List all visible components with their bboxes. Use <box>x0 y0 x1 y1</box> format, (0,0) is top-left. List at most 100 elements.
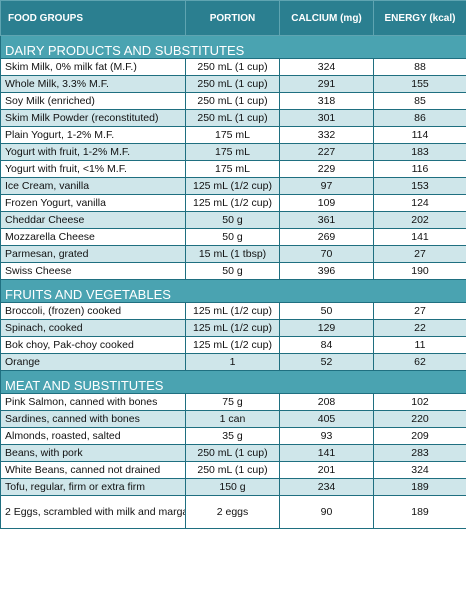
calcium-cell: 361 <box>279 211 374 229</box>
food-cell: Swiss Cheese <box>0 262 186 280</box>
portion-cell: 2 eggs <box>185 495 280 529</box>
portion-cell: 50 g <box>185 211 280 229</box>
energy-cell: 114 <box>373 126 466 144</box>
portion-cell: 150 g <box>185 478 280 496</box>
food-cell: Cheddar Cheese <box>0 211 186 229</box>
section-header-row: FRUITS AND VEGETABLES <box>0 279 466 303</box>
calcium-cell: 396 <box>279 262 374 280</box>
energy-cell: 209 <box>373 427 466 445</box>
energy-cell: 190 <box>373 262 466 280</box>
calcium-cell: 201 <box>279 461 374 479</box>
food-cell: Broccoli, (frozen) cooked <box>0 302 186 320</box>
calcium-cell: 50 <box>279 302 374 320</box>
table-row: Skim Milk, 0% milk fat (M.F.) 250 mL (1 c… <box>0 58 466 76</box>
calcium-cell: 269 <box>279 228 374 246</box>
food-cell: Frozen Yogurt, vanilla <box>0 194 186 212</box>
energy-cell: 27 <box>373 245 466 263</box>
table-row: Yogurt with fruit, 1-2% M.F. 175 mL 227 183 <box>0 143 466 161</box>
calcium-cell: 332 <box>279 126 374 144</box>
portion-cell: 50 g <box>185 228 280 246</box>
food-cell: Mozzarella Cheese <box>0 228 186 246</box>
calcium-cell: 52 <box>279 353 374 371</box>
header-energy: ENERGY (kcal) <box>373 0 466 36</box>
portion-cell: 125 mL (1/2 cup) <box>185 302 280 320</box>
table-row: Broccoli, (frozen) cooked 125 mL (1/2 cup… <box>0 302 466 320</box>
food-cell: White Beans, canned not drained <box>0 461 186 479</box>
food-cell: Tofu, regular, firm or extra firm <box>0 478 186 496</box>
energy-cell: 153 <box>373 177 466 195</box>
food-cell: Soy Milk (enriched) <box>0 92 186 110</box>
portion-cell: 125 mL (1/2 cup) <box>185 336 280 354</box>
calcium-cell: 318 <box>279 92 374 110</box>
energy-cell: 62 <box>373 353 466 371</box>
energy-cell: 102 <box>373 393 466 411</box>
portion-cell: 250 mL (1 cup) <box>185 109 280 127</box>
table-row: White Beans, canned not drained 250 mL (1… <box>0 461 466 479</box>
food-cell: Parmesan, grated <box>0 245 186 263</box>
portion-cell: 125 mL (1/2 cup) <box>185 319 280 337</box>
food-cell: Beans, with pork <box>0 444 186 462</box>
section-header-row: MEAT AND SUBSTITUTES <box>0 370 466 394</box>
header-food-groups: FOOD GROUPS <box>0 0 186 36</box>
table-row: Ice Cream, vanilla 125 mL (1/2 cup) 97 153 <box>0 177 466 195</box>
portion-cell: 1 <box>185 353 280 371</box>
energy-cell: 141 <box>373 228 466 246</box>
table-row: Orange 1 52 62 <box>0 353 466 371</box>
table-row: Bok choy, Pak-choy cooked 125 mL (1/2 cup… <box>0 336 466 354</box>
portion-cell: 50 g <box>185 262 280 280</box>
food-cell: Pink Salmon, canned with bones <box>0 393 186 411</box>
energy-cell: 116 <box>373 160 466 178</box>
calcium-cell: 90 <box>279 495 374 529</box>
section-title: DAIRY PRODUCTS AND SUBSTITUTES <box>0 35 466 59</box>
energy-cell: 88 <box>373 58 466 76</box>
calcium-cell: 208 <box>279 393 374 411</box>
section-title: MEAT AND SUBSTITUTES <box>0 370 466 394</box>
food-cell: Ice Cream, vanilla <box>0 177 186 195</box>
table-row: Whole Milk, 3.3% M.F. 250 mL (1 cup) 291 15… <box>0 75 466 93</box>
header-portion: PORTION <box>185 0 280 36</box>
energy-cell: 189 <box>373 495 466 529</box>
table-row: Sardines, canned with bones 1 can 405 220 <box>0 410 466 428</box>
energy-cell: 202 <box>373 211 466 229</box>
food-cell: Bok choy, Pak-choy cooked <box>0 336 186 354</box>
portion-cell: 175 mL <box>185 160 280 178</box>
table-row: Yogurt with fruit, <1% M.F. 175 mL 229 116 <box>0 160 466 178</box>
calcium-cell: 227 <box>279 143 374 161</box>
food-cell: Whole Milk, 3.3% M.F. <box>0 75 186 93</box>
portion-cell: 1 can <box>185 410 280 428</box>
calcium-cell: 229 <box>279 160 374 178</box>
portion-cell: 250 mL (1 cup) <box>185 461 280 479</box>
header-calcium: CALCIUM (mg) <box>279 0 374 36</box>
portion-cell: 175 mL <box>185 126 280 144</box>
calcium-cell: 324 <box>279 58 374 76</box>
table-row: Spinach, cooked 125 mL (1/2 cup) 129 22 <box>0 319 466 337</box>
table-row: 2 Eggs, scrambled with milk and margarin… <box>0 495 466 529</box>
table-row: Plain Yogurt, 1-2% M.F. 175 mL 332 114 <box>0 126 466 144</box>
calcium-cell: 129 <box>279 319 374 337</box>
portion-cell: 250 mL (1 cup) <box>185 58 280 76</box>
portion-cell: 75 g <box>185 393 280 411</box>
table-row: Almonds, roasted, salted 35 g 93 209 <box>0 427 466 445</box>
energy-cell: 183 <box>373 143 466 161</box>
food-cell: Plain Yogurt, 1-2% M.F. <box>0 126 186 144</box>
energy-cell: 124 <box>373 194 466 212</box>
portion-cell: 175 mL <box>185 143 280 161</box>
energy-cell: 155 <box>373 75 466 93</box>
table-row: Cheddar Cheese 50 g 361 202 <box>0 211 466 229</box>
portion-cell: 250 mL (1 cup) <box>185 92 280 110</box>
energy-cell: 283 <box>373 444 466 462</box>
portion-cell: 125 mL (1/2 cup) <box>185 177 280 195</box>
calcium-food-table: FOOD GROUPS PORTION CALCIUM (mg) ENERGY … <box>0 0 466 529</box>
calcium-cell: 291 <box>279 75 374 93</box>
food-cell: Almonds, roasted, salted <box>0 427 186 445</box>
food-cell: Sardines, canned with bones <box>0 410 186 428</box>
table-row: Frozen Yogurt, vanilla 125 mL (1/2 cup) 10… <box>0 194 466 212</box>
calcium-cell: 141 <box>279 444 374 462</box>
calcium-cell: 109 <box>279 194 374 212</box>
food-cell: Skim Milk, 0% milk fat (M.F.) <box>0 58 186 76</box>
energy-cell: 189 <box>373 478 466 496</box>
energy-cell: 85 <box>373 92 466 110</box>
calcium-cell: 405 <box>279 410 374 428</box>
section-title: FRUITS AND VEGETABLES <box>0 279 466 303</box>
food-cell: Yogurt with fruit, <1% M.F. <box>0 160 186 178</box>
